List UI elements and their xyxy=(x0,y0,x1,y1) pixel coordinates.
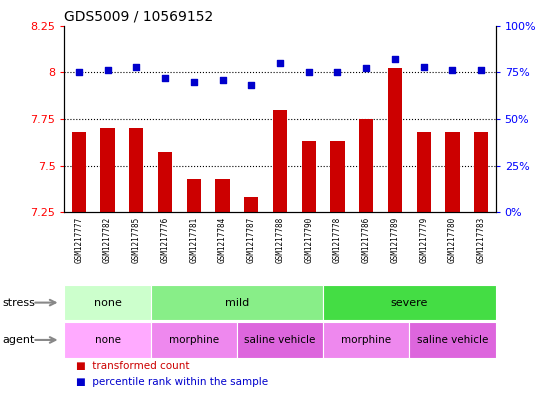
Bar xyxy=(64,322,151,358)
Bar xyxy=(302,141,316,212)
Text: saline vehicle: saline vehicle xyxy=(244,335,316,345)
Text: GSM1217778: GSM1217778 xyxy=(333,217,342,263)
Text: GSM1217789: GSM1217789 xyxy=(390,217,399,263)
Text: severe: severe xyxy=(391,298,428,308)
Bar xyxy=(409,322,496,358)
Text: GSM1217783: GSM1217783 xyxy=(477,217,486,263)
Text: GSM1217785: GSM1217785 xyxy=(132,217,141,263)
Bar xyxy=(129,128,143,212)
Bar xyxy=(64,285,151,320)
Bar xyxy=(323,322,409,358)
Text: morphine: morphine xyxy=(341,335,391,345)
Text: GSM1217777: GSM1217777 xyxy=(74,217,83,263)
Text: GSM1217780: GSM1217780 xyxy=(448,217,457,263)
Text: GSM1217784: GSM1217784 xyxy=(218,217,227,263)
Point xyxy=(362,65,371,72)
Point xyxy=(218,77,227,83)
Text: GSM1217790: GSM1217790 xyxy=(304,217,313,263)
Point xyxy=(247,82,256,88)
Bar xyxy=(72,132,86,212)
Point xyxy=(161,75,170,81)
Bar xyxy=(100,128,115,212)
Bar xyxy=(359,119,374,212)
Text: none: none xyxy=(95,335,120,345)
Point xyxy=(103,67,112,73)
Bar xyxy=(237,322,323,358)
Bar xyxy=(158,152,172,212)
Text: agent: agent xyxy=(3,335,35,345)
Bar xyxy=(273,110,287,212)
Point xyxy=(477,67,486,73)
Text: ■  transformed count: ■ transformed count xyxy=(76,362,189,371)
Text: stress: stress xyxy=(3,298,36,308)
Text: GSM1217782: GSM1217782 xyxy=(103,217,112,263)
Bar xyxy=(388,68,402,212)
Bar xyxy=(151,285,323,320)
Bar xyxy=(417,132,431,212)
Bar xyxy=(323,285,496,320)
Text: GSM1217781: GSM1217781 xyxy=(189,217,198,263)
Bar xyxy=(474,132,488,212)
Text: GSM1217779: GSM1217779 xyxy=(419,217,428,263)
Point xyxy=(304,69,313,75)
Text: none: none xyxy=(94,298,122,308)
Bar xyxy=(244,197,259,212)
Bar xyxy=(186,179,201,212)
Bar xyxy=(215,179,230,212)
Point xyxy=(189,78,198,84)
Point xyxy=(448,67,457,73)
Text: mild: mild xyxy=(225,298,249,308)
Point xyxy=(333,69,342,75)
Point xyxy=(276,60,284,66)
Text: GSM1217786: GSM1217786 xyxy=(362,217,371,263)
Point xyxy=(390,56,399,62)
Text: ■  percentile rank within the sample: ■ percentile rank within the sample xyxy=(76,377,268,387)
Text: GSM1217776: GSM1217776 xyxy=(161,217,170,263)
Text: morphine: morphine xyxy=(169,335,219,345)
Text: GSM1217788: GSM1217788 xyxy=(276,217,284,263)
Point xyxy=(132,63,141,70)
Text: GDS5009 / 10569152: GDS5009 / 10569152 xyxy=(64,10,214,24)
Bar xyxy=(330,141,345,212)
Point xyxy=(419,63,428,70)
Text: saline vehicle: saline vehicle xyxy=(417,335,488,345)
Point xyxy=(74,69,83,75)
Text: GSM1217787: GSM1217787 xyxy=(247,217,256,263)
Bar xyxy=(445,132,460,212)
Bar xyxy=(151,322,237,358)
